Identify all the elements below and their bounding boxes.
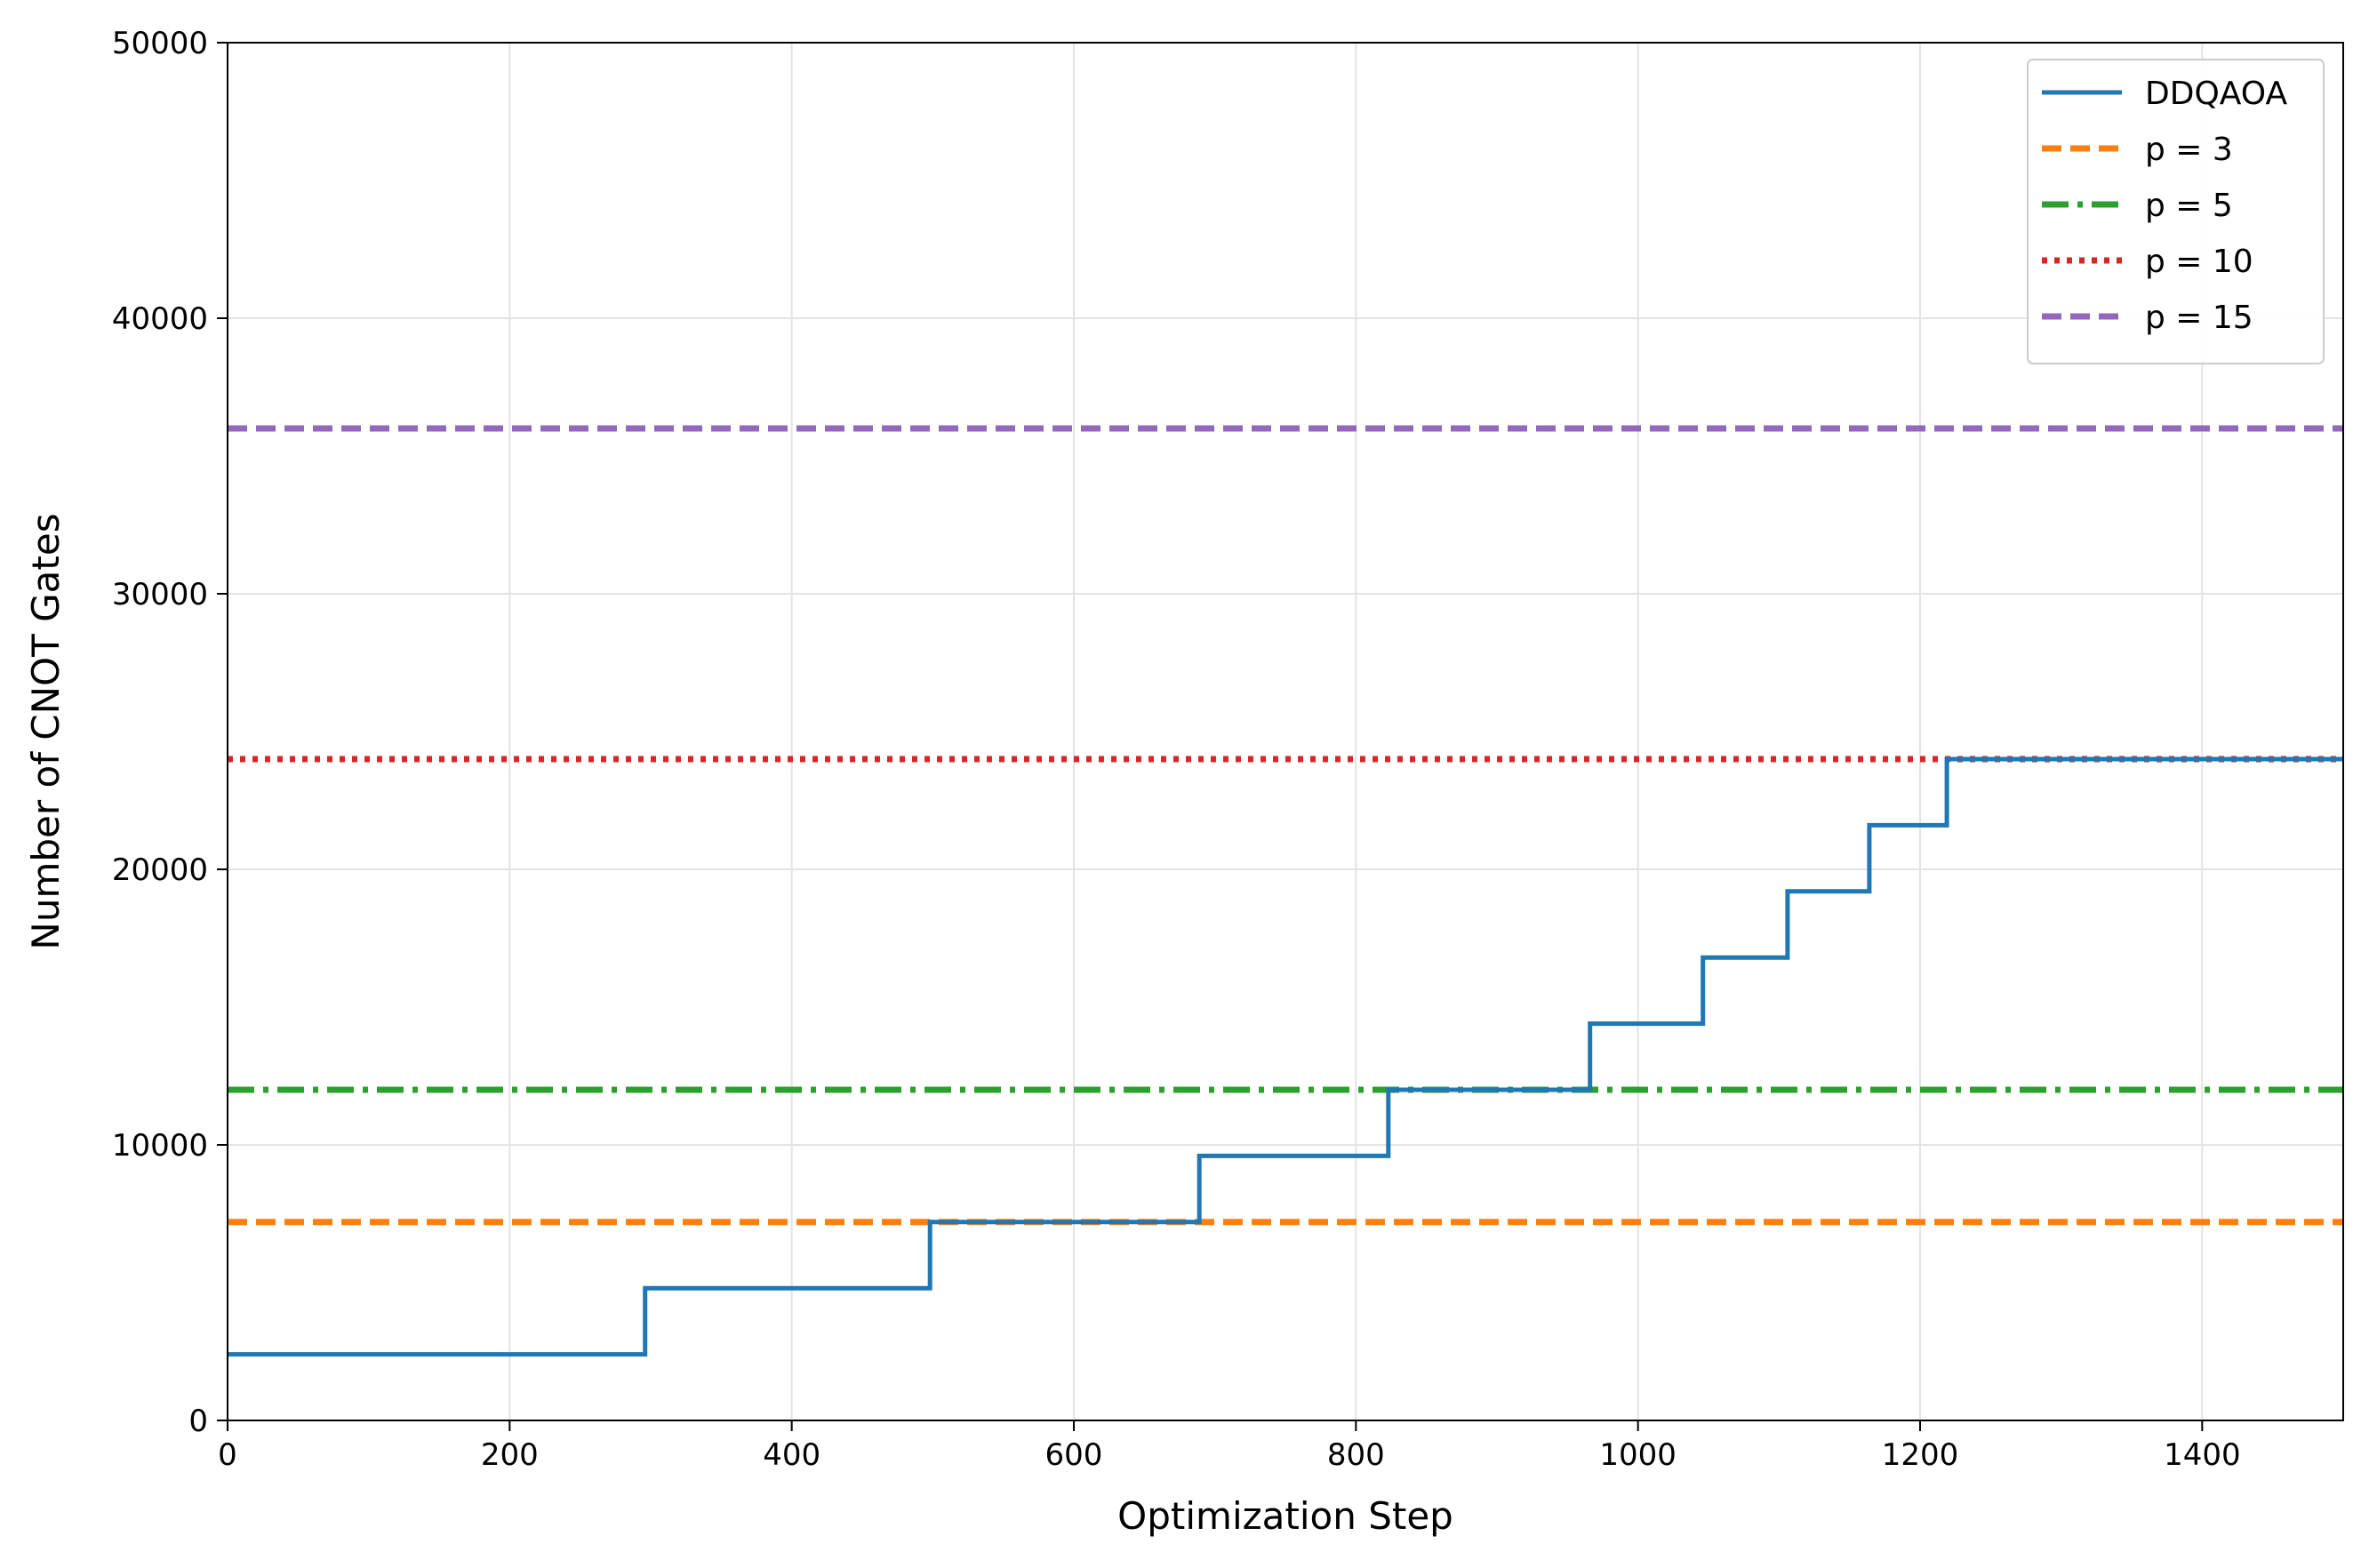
x-tick-label: 1000 — [1599, 1437, 1677, 1473]
reference-lines — [228, 425, 2343, 1226]
y-tick-label: 40000 — [112, 301, 208, 337]
y-tick-label: 30000 — [112, 577, 208, 612]
x-tick-label: 600 — [1045, 1437, 1103, 1473]
y-tick-label: 50000 — [112, 26, 208, 61]
x-tick-label: 400 — [763, 1437, 820, 1473]
y-tick-label: 10000 — [112, 1128, 208, 1164]
x-tick-label: 800 — [1327, 1437, 1385, 1473]
ddqaoa-series-layer — [228, 756, 2343, 1357]
x-tick-label: 1200 — [1882, 1437, 1959, 1473]
y-tick-label: 0 — [188, 1404, 208, 1439]
plot-frame — [227, 42, 2344, 1421]
x-tick-label: 0 — [218, 1437, 237, 1473]
x-tick-label: 200 — [481, 1437, 539, 1473]
x-tick-label: 1400 — [2164, 1437, 2241, 1473]
legend-label: p = 15 — [2145, 300, 2253, 336]
y-tick-label: 20000 — [112, 852, 208, 888]
x-axis-ticks: 0 200 400 600 800 1000 1200 1400 — [218, 1420, 2241, 1473]
legend-label: p = 3 — [2145, 132, 2233, 168]
ddqaoa-series-line — [228, 756, 2343, 1357]
legend-box — [2027, 59, 2325, 364]
y-axis-label: Number of CNOT Gates — [24, 513, 68, 949]
legend-label: p = 5 — [2145, 188, 2233, 224]
legend: DDQAOA p = 3 p = 5 p = 10 p = 15 — [2027, 59, 2325, 364]
y-axis-ticks: 0 10000 20000 30000 40000 50000 — [112, 26, 228, 1439]
legend-label: DDQAOA — [2145, 76, 2287, 112]
x-axis-label: Optimization Step — [1117, 1494, 1453, 1538]
legend-label: p = 10 — [2145, 244, 2253, 280]
